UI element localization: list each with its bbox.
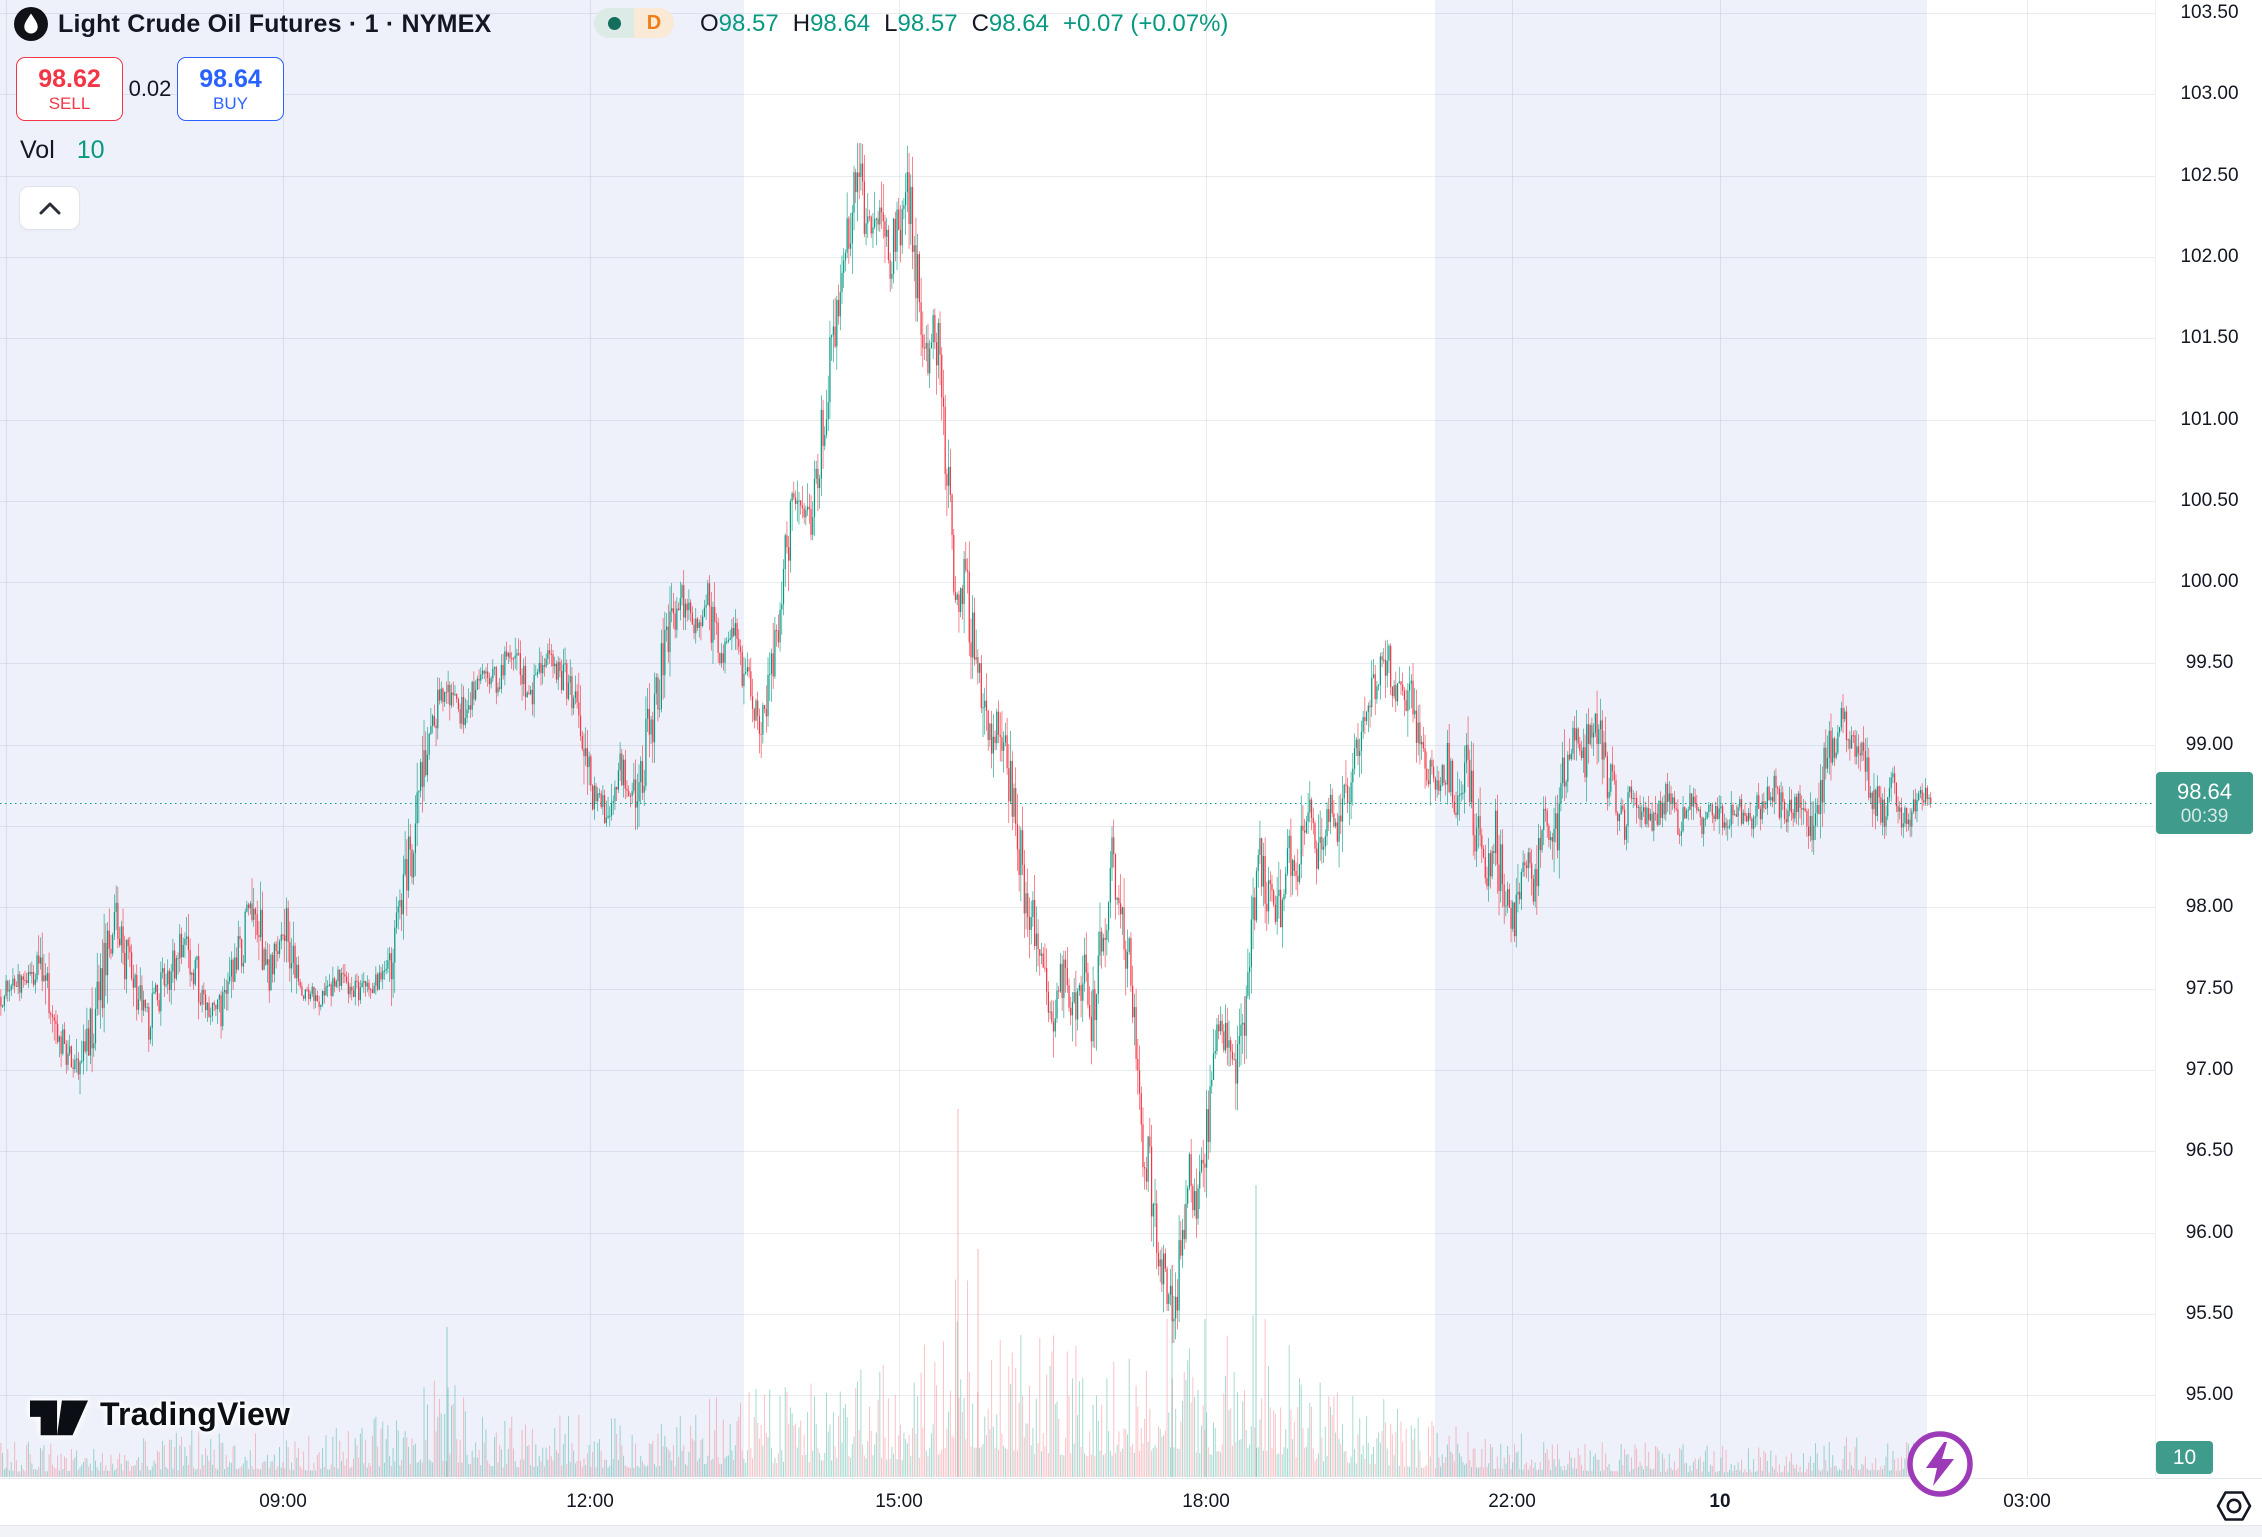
ohlc-value: 98.64 — [988, 10, 1049, 37]
price-tick-label: 97.50 — [2185, 977, 2234, 999]
delayed-data-badge: D — [634, 8, 674, 38]
ohlc-value: 98.57 — [897, 10, 958, 37]
market-open-dot-icon — [607, 16, 621, 30]
footer-strip — [0, 1525, 2262, 1537]
ohlc-letter: C — [971, 10, 989, 37]
sell-button[interactable]: 98.62 SELL — [16, 57, 123, 121]
time-tick-label: 03:00 — [2003, 1491, 2051, 1512]
price-axis[interactable]: 103.50 103.00 102.50 102.00 101.50 101.00 100.… — [2155, 0, 2262, 1477]
price-tick-label: 98.00 — [2185, 896, 2234, 918]
price-tick-label: 97.00 — [2185, 1058, 2234, 1080]
volume-axis-label: 10 — [2156, 1441, 2213, 1474]
time-tick-label: 12:00 — [566, 1491, 614, 1512]
ohlc-item: L98.57 — [884, 10, 957, 38]
ohlc-letter: L — [884, 10, 898, 37]
lightning-icon — [1907, 1431, 1973, 1497]
price-tick-label: 100.50 — [2180, 489, 2239, 511]
time-axis-settings-button[interactable] — [2215, 1487, 2253, 1525]
market-open-indicator — [594, 8, 634, 38]
price-chart-canvas[interactable] — [0, 0, 2155, 1477]
price-tick-label: 99.50 — [2185, 652, 2234, 674]
spread-value: 0.02 — [128, 76, 172, 101]
price-tick-label: 101.00 — [2180, 408, 2239, 430]
tradingview-mark-icon — [30, 1400, 88, 1436]
oil-drop-icon — [14, 7, 48, 41]
last-price-label: 98.64 00:39 — [2156, 772, 2253, 835]
trade-panel: 98.62 SELL 0.02 98.64 BUY — [16, 57, 284, 121]
chevron-up-icon — [39, 202, 60, 215]
volume-label: Vol — [20, 136, 55, 164]
buy-label: BUY — [213, 93, 248, 113]
price-tick-label: 96.50 — [2185, 1140, 2234, 1162]
symbol-row: Light Crude Oil Futures · 1 · NYMEX — [14, 6, 491, 42]
price-tick-label: 103.00 — [2180, 83, 2239, 105]
time-tick-label: 22:00 — [1488, 1491, 1536, 1512]
status-pill: D — [594, 8, 674, 38]
ohlc-letter: H — [792, 10, 811, 37]
tradingview-logo[interactable]: TradingView — [30, 1390, 290, 1438]
ohlc-item: C98.64 — [972, 10, 1049, 38]
buy-button[interactable]: 98.64 BUY — [177, 57, 284, 121]
change-text: +0.07 (+0.07%) — [1062, 10, 1229, 37]
boost-button[interactable] — [1903, 1427, 1977, 1501]
price-tick-label: 102.50 — [2180, 164, 2239, 186]
ohlc-letter: O — [700, 10, 719, 37]
price-tick-label: 100.00 — [2180, 571, 2239, 593]
price-tick-label: 102.00 — [2180, 245, 2239, 267]
volume-value: 10 — [76, 136, 105, 164]
ohlc-values: O98.57 H98.64 L98.57 C98.64 +0.07 (+0.07%) — [700, 8, 1228, 40]
symbol-title[interactable]: Light Crude Oil Futures · 1 · NYMEX — [58, 9, 492, 38]
price-tick-label: 99.00 — [2185, 733, 2234, 755]
ohlc-item: O98.57 — [700, 10, 779, 38]
last-price-value: 98.64 — [2176, 778, 2233, 804]
time-tick-label: 18:00 — [1182, 1491, 1230, 1512]
collapse-panel-button[interactable] — [19, 186, 80, 230]
price-tick-label: 103.50 — [2180, 2, 2239, 23]
time-tick-label: 15:00 — [875, 1491, 923, 1512]
ohlc-value: 98.64 — [810, 10, 871, 37]
price-tick-label: 95.50 — [2185, 1302, 2234, 1324]
brand-name: TradingView — [100, 1395, 291, 1432]
price-tick-label: 96.00 — [2185, 1221, 2234, 1243]
bar-countdown: 00:39 — [2180, 806, 2229, 828]
sell-price: 98.62 — [38, 64, 101, 93]
volume-readout: Vol 10 — [20, 136, 105, 165]
price-tick-label: 101.50 — [2180, 327, 2239, 349]
time-axis[interactable]: 09:00 12:00 15:00 18:00 22:00 10 03:00 — [0, 1478, 2262, 1526]
sell-label: SELL — [48, 93, 91, 113]
price-tick-label: 95.00 — [2185, 1384, 2234, 1406]
time-tick-label: 10 — [1709, 1491, 1731, 1512]
buy-price: 98.64 — [199, 64, 262, 93]
gear-icon — [2216, 1491, 2252, 1521]
ohlc-value: 98.57 — [718, 10, 779, 37]
ohlc-item: H98.64 — [793, 10, 870, 38]
time-tick-label: 09:00 — [259, 1491, 307, 1512]
